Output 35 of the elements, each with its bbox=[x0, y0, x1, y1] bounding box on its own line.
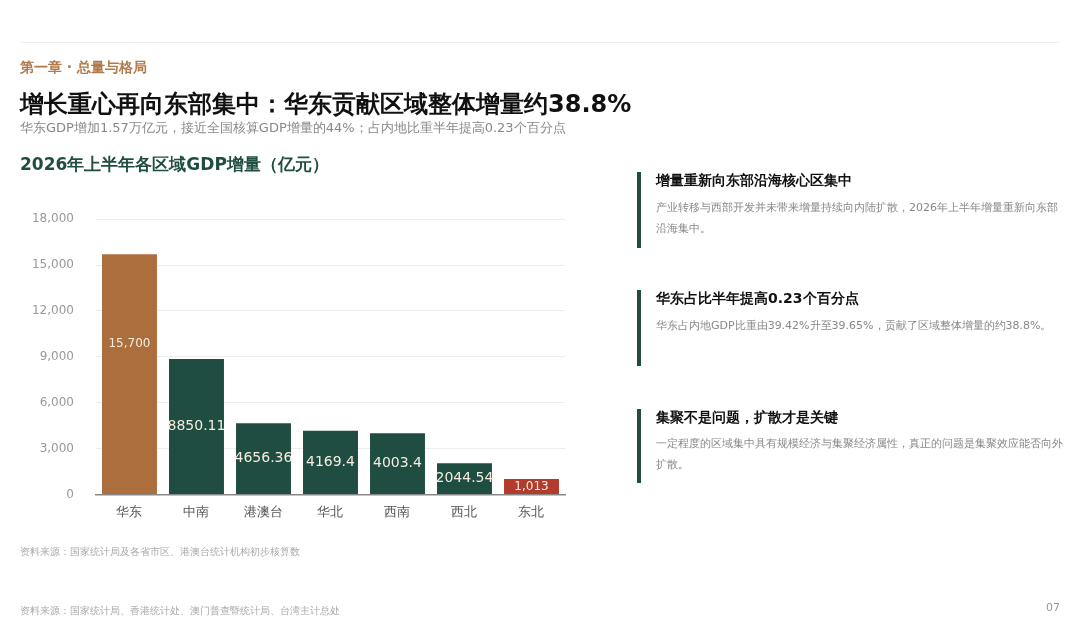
y-tick-label: 12,000 bbox=[31, 303, 74, 318]
chart-subtitle: 华东GDP增加1.57万亿元，接近全国核算GDP增量的44%；占内地比重半年提高0.23个百分点 bbox=[20, 119, 566, 137]
data-label: 15,700 bbox=[108, 336, 151, 351]
data-label: 4169.4 bbox=[305, 452, 356, 469]
text: 第一章 · 总量与格局 bbox=[20, 59, 148, 77]
bar bbox=[169, 359, 224, 494]
y-tick-label: 18,000 bbox=[31, 211, 74, 226]
y-tick-label: 3,000 bbox=[39, 440, 74, 455]
y-tick-label: 15,000 bbox=[31, 257, 74, 272]
x-tick-label: 西北 bbox=[451, 503, 478, 519]
text: 07 bbox=[1046, 601, 1060, 614]
text: 资料来源：国家统计局、香港统计处、澳门普查暨统计局、台湾主计总处 bbox=[20, 604, 340, 618]
bar bbox=[370, 433, 425, 494]
y-tick-label: 0 bbox=[66, 486, 74, 501]
text: 资料来源：国家统计局及各省市区、港澳台统计机构初步核算数 bbox=[20, 545, 300, 559]
text: 一定程度的区域集中具有规模经济与集聚经济属性，真正的问题是集聚效应能否向外扩散。 bbox=[656, 436, 1064, 473]
text: 华东占内地GDP比重由39.42%升至39.65%，贡献了区域整体增量的约38.8%。 bbox=[656, 318, 1053, 334]
x-tick-label: 港澳台 bbox=[243, 503, 283, 519]
chart-title: 增长重心再向东部集中：华东贡献区域整体增量约38.8% bbox=[20, 89, 632, 120]
bar bbox=[303, 430, 358, 494]
text: 集聚不是问题，扩散才是关键 bbox=[656, 409, 838, 427]
x-tick-label: 中南 bbox=[183, 503, 210, 519]
data-label: 4003.4 bbox=[373, 454, 423, 471]
x-tick-label: 东北 bbox=[518, 503, 545, 519]
x-tick-label: 西南 bbox=[384, 503, 411, 519]
bar bbox=[102, 254, 157, 494]
x-tick-label: 华北 bbox=[317, 503, 344, 519]
y-tick-label: 6,000 bbox=[39, 394, 74, 409]
data-label: 1,013 bbox=[514, 478, 549, 493]
x-tick-label: 华东 bbox=[116, 503, 143, 519]
y-tick-label: 9,000 bbox=[39, 348, 74, 363]
text: 产业转移与西部开发并未带来增量持续向内陆扩散，2026年上半年增量重新向东部沿海集中。 bbox=[656, 200, 1059, 237]
text: 华东占比半年提高0.23个百分点 bbox=[656, 290, 859, 308]
text: 增量重新向东部沿海核心区集中 bbox=[656, 172, 852, 190]
text: 2026年上半年各区域GDP增量（亿元） bbox=[20, 153, 329, 176]
